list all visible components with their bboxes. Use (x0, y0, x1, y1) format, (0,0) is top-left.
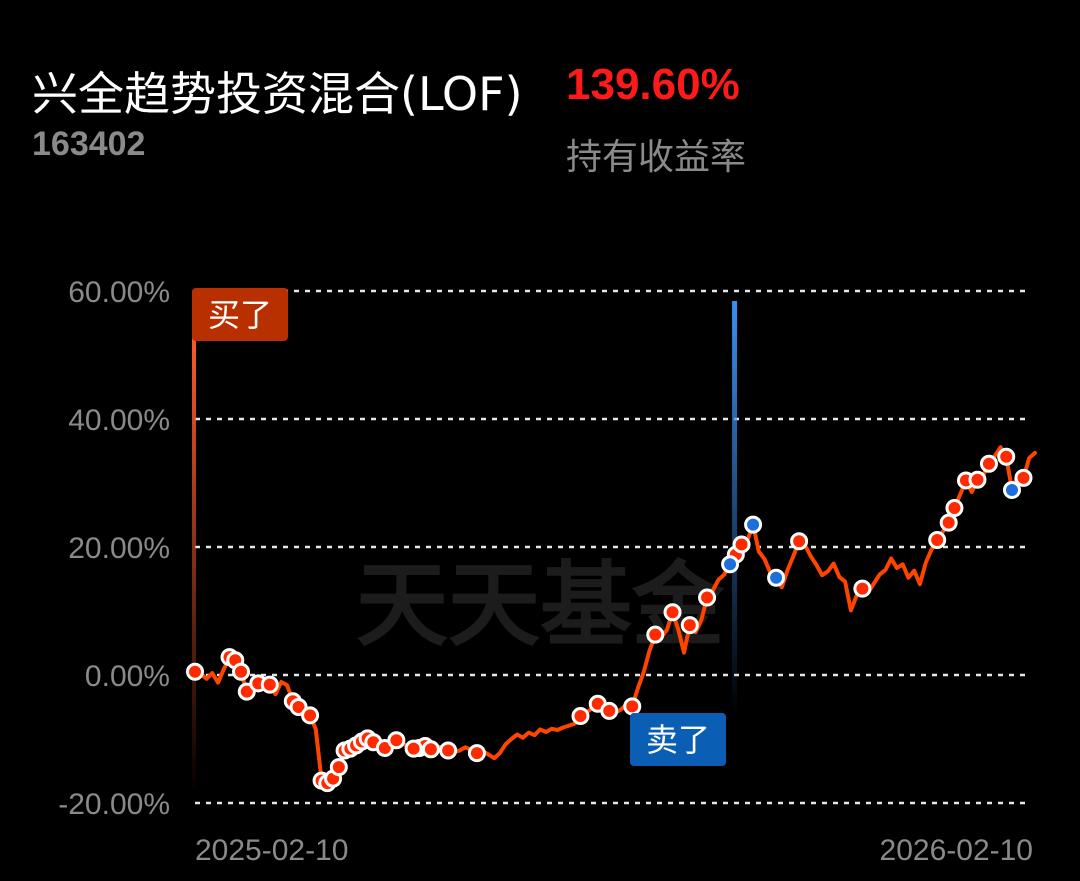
buy-marker-line (192, 335, 196, 795)
buy-point (237, 682, 256, 701)
buy-point (232, 662, 251, 681)
buy-point (790, 532, 809, 551)
fund-name: 兴全趋势投资混合(LOF) (32, 67, 523, 121)
buy-point (698, 588, 717, 607)
buy-point (853, 579, 872, 598)
buy-point (968, 470, 987, 489)
x-tick-label: 2026-02-10 (880, 834, 1033, 867)
y-tick-label: 60.00% (68, 276, 170, 309)
buy-point (939, 513, 958, 532)
buy-point (260, 675, 279, 694)
sell-tag-background (630, 713, 726, 766)
buy-point (387, 731, 406, 750)
grid (195, 289, 1030, 805)
y-tick-label: 0.00% (85, 660, 170, 693)
buy-point (329, 758, 348, 777)
buy-point (997, 447, 1016, 466)
buy-tag-background (192, 288, 288, 341)
buy-point (439, 741, 458, 760)
x-axis: 2025-02-10 2026-02-10 (195, 834, 1033, 867)
y-tick-label: -20.00% (58, 788, 170, 821)
y-axis: 60.00% 40.00% 20.00% 0.00% -20.00% (58, 276, 170, 821)
buy-point (289, 698, 308, 716)
watermark: 天天基金 (356, 552, 725, 659)
buy-point (945, 498, 964, 517)
sell-tag[interactable]: 卖了 (630, 713, 726, 766)
buy-point (404, 739, 423, 758)
buy-tag-label: 买了 (208, 296, 272, 334)
buy-point (928, 530, 947, 549)
buy-point (467, 744, 486, 763)
buy-point (301, 706, 320, 725)
sell-point (721, 555, 740, 574)
buy-point (186, 662, 204, 681)
y-tick-label: 20.00% (68, 532, 170, 565)
x-tick-label: 2025-02-10 (195, 834, 348, 867)
trade-tags: 买了 卖了 (192, 288, 726, 766)
holding-return-value: 139.60% (566, 60, 740, 109)
sell-tag-label: 卖了 (646, 721, 710, 759)
buy-tag[interactable]: 买了 (192, 288, 288, 341)
buy-point (646, 625, 665, 644)
trade-marker-lines (192, 301, 738, 795)
fund-code: 163402 (32, 125, 146, 163)
sell-marker-line (732, 301, 738, 716)
buy-point (680, 616, 699, 635)
buy-point (732, 535, 751, 554)
buy-point (1014, 468, 1033, 487)
buy-point (663, 603, 682, 622)
buy-point (623, 697, 642, 716)
buy-point (979, 454, 998, 473)
sell-point (744, 515, 763, 534)
sell-point (1002, 481, 1021, 500)
y-tick-label: 40.00% (68, 404, 170, 437)
trade-points (186, 447, 1033, 793)
buy-point (600, 701, 619, 720)
buy-point (571, 706, 590, 725)
holding-return-label: 持有收益率 (566, 137, 747, 178)
sell-point (767, 568, 786, 587)
buy-point (421, 740, 440, 759)
